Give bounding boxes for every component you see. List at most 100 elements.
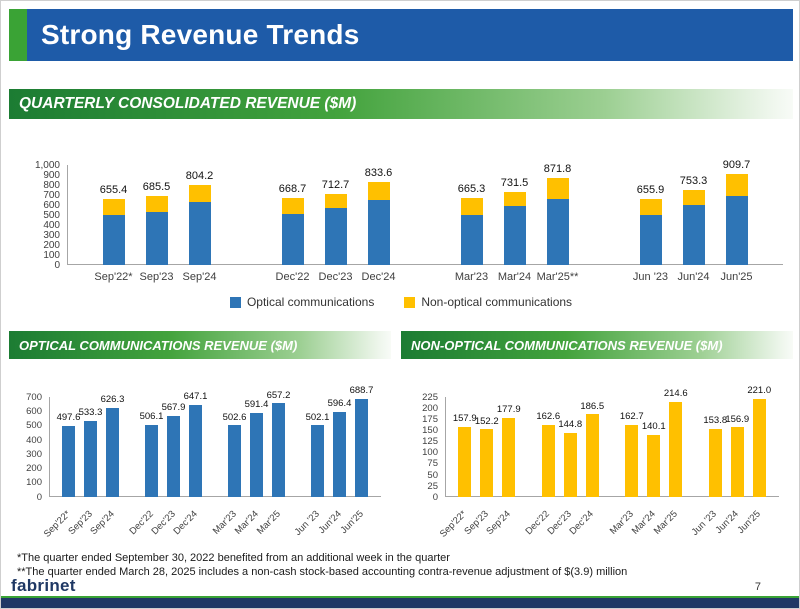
bar-segment [102,215,125,265]
footnote-extra-week: *The quarter ended September 30, 2022 be… [17,552,450,564]
header-blue-band: Strong Revenue Trends [27,9,793,61]
bar-segment [84,420,97,497]
bar-segment [102,199,125,216]
bar-segment [324,208,347,265]
x-axis-category-label: Sep'24 [182,271,217,283]
bar-value-label: 162.6 [536,411,561,423]
y-axis-tick-label: 700 [26,391,42,403]
bar-value-label: 591.4 [244,399,269,410]
bar-total-label: 909.7 [722,159,751,172]
quarterly-consolidated-revenue-chart: Optical communications Non-optical commu… [9,125,793,321]
y-axis-tick-label: 300 [26,448,42,460]
bar-segment [62,425,75,497]
header-green-accent-block [9,9,27,61]
bar-segment [367,181,390,201]
bar-segment [563,432,577,497]
bar-segment [480,429,494,497]
y-axis-tick-label: 400 [43,219,60,231]
bar-total-label: 685.5 [142,181,171,194]
x-axis-category-label: Jun'25 [720,271,753,283]
x-axis-category-label: Mar'24 [497,271,532,283]
bar-segment [167,415,180,497]
bar-value-label: 157.9 [452,413,477,425]
bar-segment [708,428,722,497]
bar-segment [324,193,347,209]
bar-segment [145,424,158,497]
bar-total-label: 668.7 [278,183,307,196]
bar-segment [367,200,390,265]
legend-swatch-optical [229,296,241,308]
bar-value-label: 152.2 [474,415,499,427]
bar-segment [281,214,304,265]
y-axis-tick-label: 75 [427,458,438,470]
y-axis-tick-label: 50 [427,469,438,481]
bar-segment [502,417,516,497]
y-axis-tick-label: 150 [422,425,438,437]
y-axis-tick-label: 300 [43,229,60,241]
bar-value-label: 533.3 [78,407,103,419]
bar-segment [682,189,705,206]
banner-optical-communications-revenue: OPTICAL COMMUNICATIONS REVENUE ($M) [9,331,391,359]
plot-area [67,165,783,265]
bar-segment [145,211,168,265]
y-axis-tick-label: 200 [43,239,60,251]
bar-segment [188,202,211,265]
bar-value-label: 506.1 [139,411,164,423]
x-axis-category-label: Dec'22 [275,271,310,283]
x-axis-category-label: Jun'24 [677,271,710,283]
y-axis-tick-label: 500 [26,420,42,432]
footer-navy-bar [1,598,799,608]
x-axis-category-label: Sep'23 [139,271,174,283]
bar-value-label: 140.1 [641,421,666,433]
bar-value-label: 502.1 [305,411,330,423]
bar-segment [669,401,683,497]
bar-value-label: 497.6 [56,412,81,424]
plot-area [445,397,779,497]
y-axis-tick-label: 100 [26,477,42,489]
y-axis-tick-label: 1,000 [34,159,60,171]
bar-segment [460,214,483,265]
bar-value-label: 567.9 [161,402,186,414]
bar-value-label: 144.8 [558,419,583,431]
y-axis-tick-label: 0 [432,491,438,503]
y-axis-tick-label: 500 [43,209,60,221]
y-axis-tick-label: 200 [422,402,438,414]
bar-segment [106,407,119,497]
bar-segment [625,424,639,497]
bar-segment [272,403,285,497]
y-axis-tick-label: 100 [422,447,438,459]
y-axis-tick-label: 25 [427,480,438,492]
bar-total-label: 665.3 [457,183,486,196]
bar-segment [546,199,569,265]
bar-value-label: 647.1 [183,391,208,403]
banner-non-optical-communications-revenue: NON-OPTICAL COMMUNICATIONS REVENUE ($M) [401,331,793,359]
non-optical-communications-revenue-chart: 0 25 50 75 100 125 150 175 200 225 157.9 Sep'22* 152… [401,363,793,555]
bar-segment [647,434,661,497]
legend-label-non-optical: Non-optical communications [421,295,573,309]
bar-segment [730,427,744,497]
bar-total-label: 655.4 [99,184,128,197]
bar-segment [188,184,211,203]
bar-value-label: 214.6 [663,388,688,400]
slide-header: Strong Revenue Trends [9,9,793,61]
x-axis-category-label: Sep'22* [94,271,133,283]
bar-segment [145,196,168,212]
bar-segment [460,198,483,215]
page-title: Strong Revenue Trends [41,19,360,50]
legend-swatch-non-optical [404,296,416,308]
bar-segment [355,398,368,497]
y-axis-tick-label: 900 [43,169,60,181]
bar-value-label: 186.5 [580,400,605,412]
bar-value-label: 502.6 [222,411,247,423]
bar-total-label: 712.7 [321,178,350,191]
bar-segment [546,177,569,200]
bar-segment [639,199,662,215]
bar-segment [541,424,555,497]
y-axis-tick-label: 400 [26,434,42,446]
bar-segment [503,205,526,265]
bar-total-label: 804.2 [185,169,214,182]
plot-area [49,397,381,497]
y-axis-tick-label: 700 [43,189,60,201]
legend-label-optical: Optical communications [246,295,375,309]
